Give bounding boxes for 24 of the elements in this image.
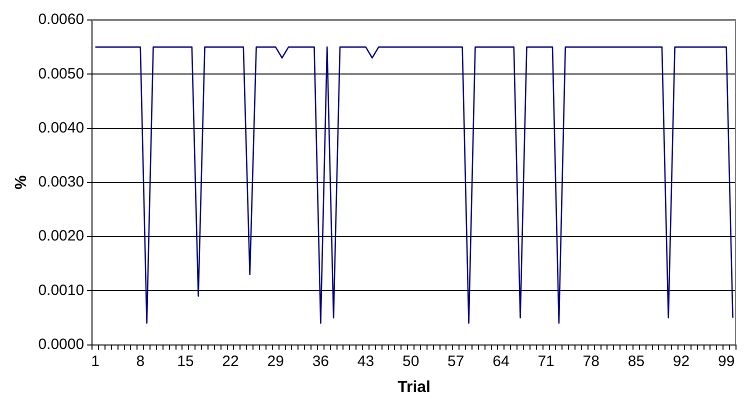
x-tick-label: 22 <box>222 352 239 370</box>
x-tick-label: 1 <box>91 352 100 370</box>
x-tick-label: 29 <box>267 352 284 370</box>
x-tick-label: 85 <box>628 352 645 370</box>
y-tick-label: 0.0020 <box>38 228 84 245</box>
x-tick-label: 15 <box>177 352 194 370</box>
x-tick-label: 78 <box>582 352 600 370</box>
y-tick-label: 0.0050 <box>38 65 84 82</box>
x-axis-title: Trial <box>398 378 430 396</box>
x-tick-label: 43 <box>357 352 374 370</box>
x-tick-label: 8 <box>136 352 145 370</box>
y-axis-title: % <box>13 175 30 190</box>
y-tick-label: 0.0000 <box>38 336 84 353</box>
x-tick-label: 36 <box>312 352 330 370</box>
x-tick-label: 64 <box>492 352 510 370</box>
x-tick-label: 99 <box>718 352 735 370</box>
x-tick-label: 71 <box>538 352 554 370</box>
y-tick-label: 0.0030 <box>38 174 84 191</box>
x-tick-label: 57 <box>448 352 464 370</box>
y-tick-label: 0.0040 <box>38 119 84 136</box>
y-tick-label: 0.0010 <box>38 282 84 299</box>
x-tick-label: 50 <box>402 352 420 370</box>
y-tick-label: 0.0060 <box>38 11 84 28</box>
x-tick-label: 92 <box>672 352 690 370</box>
